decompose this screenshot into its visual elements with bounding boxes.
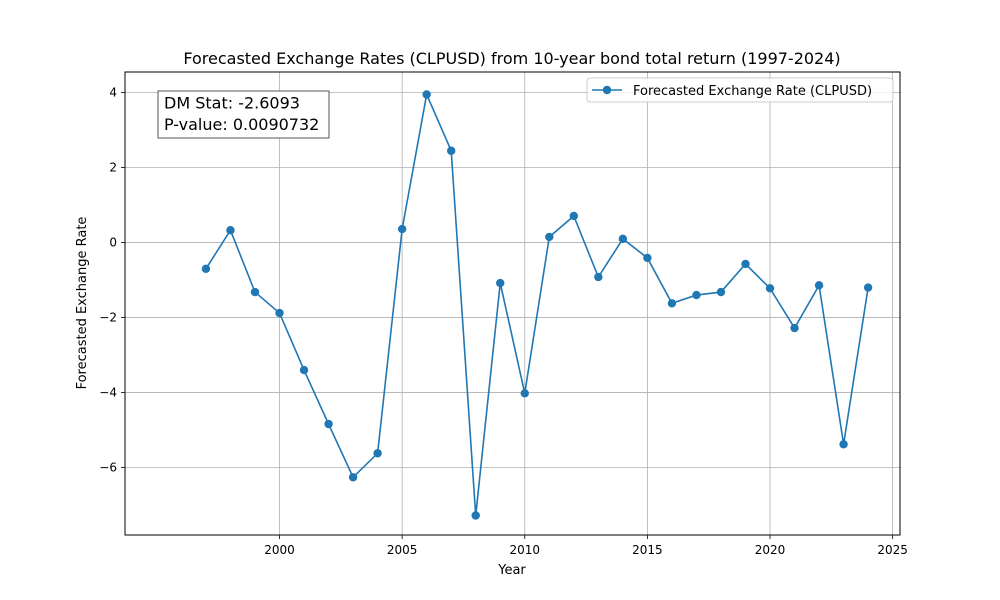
plot-area-frame (124, 71, 901, 536)
x-tick-label: 2000 (264, 543, 295, 557)
axis-ticks: 2000 2005 2010 2015 2020 2025 4 2 0 −2 −4 −6 (99, 86, 908, 557)
data-point (373, 449, 382, 458)
data-point (422, 90, 431, 99)
data-point (250, 287, 260, 297)
data-point (299, 365, 309, 375)
data-point (397, 224, 407, 234)
data-point (471, 511, 480, 520)
y-tick-label: −2 (99, 311, 117, 325)
data-point (643, 253, 652, 263)
x-tick-label: 2015 (632, 543, 663, 557)
data-point (324, 419, 333, 429)
series-line (205, 91, 869, 516)
x-tick-label: 2020 (755, 543, 786, 557)
legend-marker (602, 85, 612, 95)
data-point (814, 281, 824, 290)
legend-box (586, 77, 894, 103)
data-point (275, 308, 284, 318)
annotation-box (157, 90, 330, 139)
data-point (545, 232, 554, 242)
dm-stat-text: DM Stat: -2.6093 (164, 94, 300, 113)
data-point (520, 389, 529, 398)
data-point (667, 299, 677, 308)
p-value-text: P-value: 0.0090732 (164, 115, 319, 134)
x-axis-label: Year (497, 563, 526, 578)
y-axis-label: Forecasted Exchange Rate (75, 217, 90, 390)
data-point (716, 287, 726, 297)
data-series (201, 90, 873, 520)
chart-title: Forecasted Exchange Rates (CLPUSD) from … (183, 49, 840, 68)
legend: Forecasted Exchange Rate (CLPUSD) (586, 77, 894, 103)
y-tick-label: −6 (99, 461, 117, 475)
data-point (594, 272, 603, 282)
data-point (618, 234, 628, 244)
y-tick-label: 0 (109, 236, 117, 250)
data-point (741, 259, 750, 269)
data-point (348, 473, 358, 482)
dm-stat-annotation: DM Stat: -2.6093 P-value: 0.0090732 (157, 90, 330, 139)
data-point (692, 290, 701, 300)
data-point (863, 283, 873, 292)
data-point (569, 211, 579, 221)
legend-label: Forecasted Exchange Rate (CLPUSD) (633, 84, 872, 99)
data-point (765, 284, 775, 293)
x-tick-label: 2005 (387, 543, 418, 557)
y-tick-label: 2 (109, 161, 117, 175)
y-tick-label: 4 (109, 86, 117, 100)
x-tick-label: 2010 (509, 543, 540, 557)
data-point (839, 440, 848, 449)
data-point (496, 278, 505, 288)
data-point (201, 264, 211, 274)
x-tick-label: 2025 (877, 543, 908, 557)
y-tick-label: −4 (99, 386, 117, 400)
grid (125, 72, 900, 535)
data-point (446, 146, 456, 155)
data-point (790, 323, 799, 333)
data-point (226, 226, 235, 235)
